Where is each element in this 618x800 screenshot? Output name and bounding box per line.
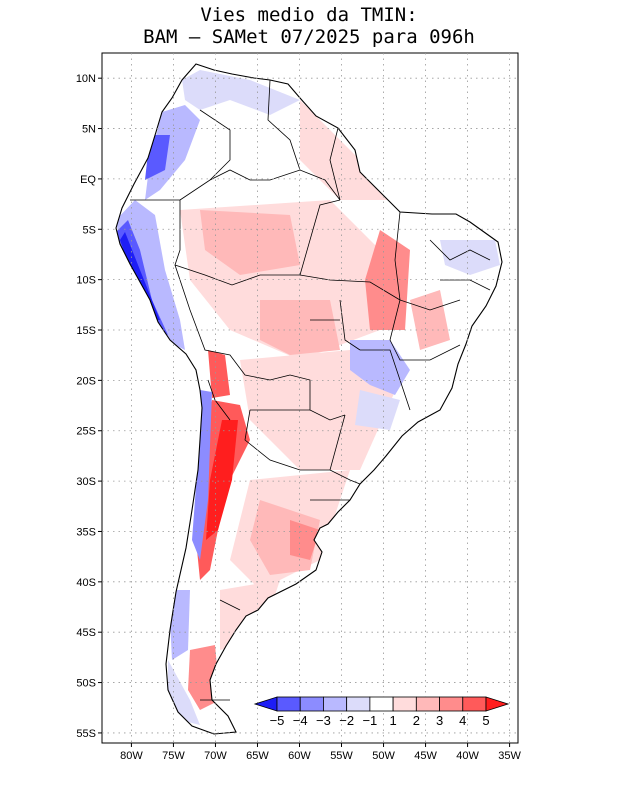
lat-tick-label: 55S: [76, 728, 96, 740]
lat-tick-label: 5N: [82, 124, 96, 136]
gridlines: [102, 53, 518, 743]
latitude-ticks: 10N 5N EQ 5S 10S 15S 20S 25S 30S 35S 40S 45S 50S 55S: [76, 73, 102, 740]
lat-tick-label: EQ: [80, 174, 96, 186]
colorbar-box: [439, 696, 464, 712]
colorbar-box: [392, 696, 417, 712]
lon-tick-label: 70W: [204, 750, 227, 762]
map-title-line-2: BAM – SAMet 07/2025 para 096h: [143, 26, 475, 48]
lon-tick-label: 75W: [162, 750, 185, 762]
lat-tick-label: 10N: [76, 73, 96, 85]
lon-tick-label: 45W: [414, 750, 437, 762]
colorbar-label: −1: [362, 713, 377, 728]
lat-tick-label: 15S: [76, 325, 96, 337]
lat-tick-label: 35S: [76, 526, 96, 538]
colorbar-box: [369, 696, 394, 712]
lat-tick-label: 40S: [76, 577, 96, 589]
lon-tick-label: 40W: [456, 750, 479, 762]
lat-tick-label: 20S: [76, 375, 96, 387]
colorbar-label: −4: [293, 713, 308, 728]
colorbar-box: [415, 696, 440, 712]
colorbar-label: 2: [413, 713, 420, 728]
longitude-ticks: 80W 75W 70W 65W 60W 55W 50W 45W 40W 35W: [120, 743, 522, 762]
colorbar-box: [276, 696, 301, 712]
colorbar-label: −2: [339, 713, 354, 728]
map-title-line-1: Vies medio da TMIN:: [200, 4, 418, 26]
lat-tick-label: 10S: [76, 275, 96, 287]
lat-tick-label: 50S: [76, 678, 96, 690]
political-borders: [130, 79, 491, 701]
continent-outline: [115, 63, 503, 735]
colorbar-label: −3: [316, 713, 331, 728]
colorbar-box: [462, 696, 487, 712]
lon-tick-label: 55W: [330, 750, 353, 762]
lon-tick-label: 65W: [246, 750, 269, 762]
colorbar-label: 5: [482, 713, 489, 728]
lon-tick-label: 35W: [498, 750, 521, 762]
lon-tick-label: 50W: [372, 750, 395, 762]
lat-tick-label: 45S: [76, 627, 96, 639]
lon-tick-label: 80W: [120, 750, 143, 762]
colorbar-arrow-high: [485, 696, 510, 712]
colorbar-box: [346, 696, 371, 712]
colorbar-label: −5: [270, 713, 285, 728]
lon-tick-label: 60W: [288, 750, 311, 762]
lat-tick-label: 30S: [76, 476, 96, 488]
colorbar-label: 1: [389, 713, 396, 728]
lat-tick-label: 5S: [83, 224, 96, 236]
colorbar-label: 3: [436, 713, 443, 728]
colorbar-label: 4: [459, 713, 466, 728]
colorbar: −5 −4 −3 −2 −1 1 2 3 4 5: [253, 696, 510, 728]
colorbar-box: [323, 696, 348, 712]
lat-tick-label: 25S: [76, 426, 96, 438]
colorbar-box: [299, 696, 324, 712]
